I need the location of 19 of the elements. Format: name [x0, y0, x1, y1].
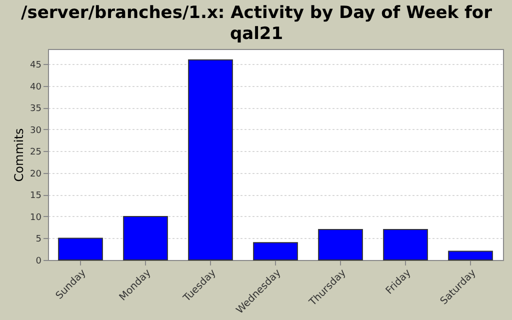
bar — [58, 238, 103, 260]
bar — [123, 216, 168, 260]
y-tick-label: 40 — [30, 82, 42, 92]
y-tick-label: 30 — [30, 126, 42, 136]
y-tick-label: 5 — [36, 234, 42, 245]
y-axis-title: Commits — [12, 128, 26, 182]
y-tick-label: 25 — [30, 148, 42, 158]
y-tick-label: 15 — [30, 191, 42, 202]
y-tick-label: 10 — [30, 212, 42, 223]
bar — [318, 229, 363, 260]
bar — [448, 250, 493, 260]
chart-title: /server/branches/1.x: Activity by Day of Week for qal21 — [21, 3, 493, 44]
bar — [383, 229, 428, 260]
bar — [253, 242, 298, 260]
y-tick-label: 45 — [30, 60, 42, 71]
bar — [188, 59, 233, 260]
y-tick-label: 35 — [30, 104, 42, 114]
y-tick-label: 20 — [30, 169, 42, 180]
y-tick-label: 0 — [36, 256, 42, 266]
